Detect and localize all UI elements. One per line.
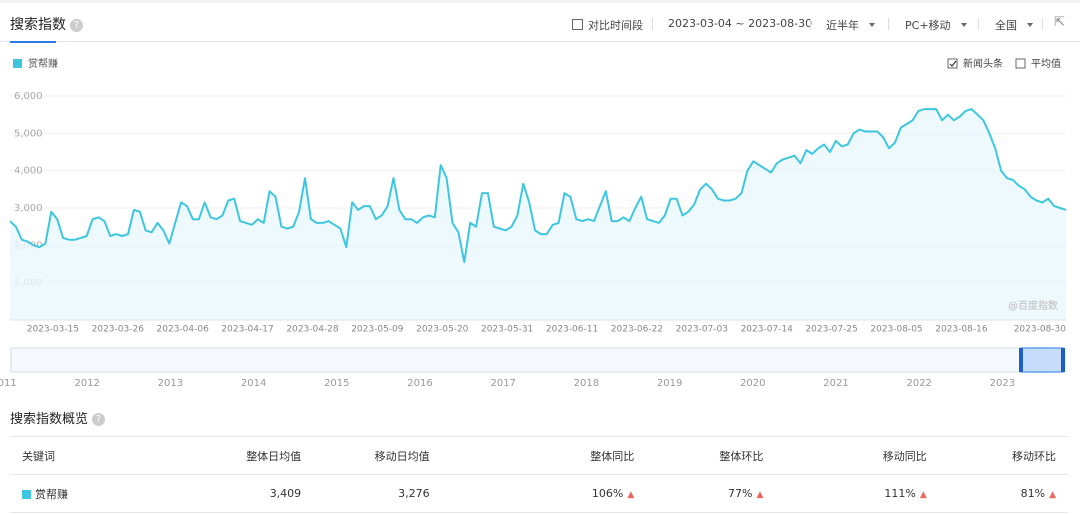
control-label: 新闻头条 (963, 57, 1003, 70)
year-label: 2020 (740, 378, 765, 389)
range-window[interactable] (1020, 347, 1064, 373)
cell-text: 111% (884, 487, 916, 500)
separator (810, 18, 811, 30)
header-title: 搜索指数? (10, 14, 83, 34)
header: 搜索指数? 对比时间段 2023-03-04 ~ 2023-08-30 近半年 … (0, 0, 1080, 43)
compare-label: 对比时间段 (588, 19, 643, 32)
column-header: 整体同比 (441, 436, 647, 475)
x-tick-label: 2023-08-30 (1014, 325, 1067, 335)
cell-text: 3,409 (269, 487, 302, 500)
y-tick-label: 6,000 (14, 91, 43, 102)
x-tick-label: 2023-05-31 (481, 325, 533, 335)
separator (888, 18, 889, 30)
year-label: 2023 (990, 378, 1015, 389)
year-label: 2016 (407, 378, 432, 389)
checkmark (949, 60, 957, 67)
y-tick-label: 4,000 (14, 166, 43, 177)
year-label: 2022 (906, 378, 931, 389)
separator (1042, 18, 1043, 30)
area (10, 109, 1066, 320)
x-tick-label: 2023-08-16 (935, 325, 988, 335)
x-tick-label: 2023-06-11 (546, 325, 598, 335)
column-header: 移动环比 (938, 436, 1068, 475)
x-tick-label: 2023-07-03 (676, 325, 728, 335)
trend-up: ▲ (1049, 490, 1056, 500)
table-row: 赏帮赚 3,409 3,276 106% ▲ 77% ▲ 111% ▲ 81% ▲ (10, 474, 1068, 513)
cell-text: 赏帮赚 (35, 487, 68, 501)
x-tick-label: 2023-04-28 (286, 325, 339, 335)
column-header: 移动同比 (775, 436, 939, 475)
year-label: 2014 (241, 378, 266, 389)
x-tick-label: 2023-06-22 (611, 325, 663, 335)
cell-text: 81% (1020, 487, 1046, 500)
compare-toggle[interactable]: 对比时间段 (572, 17, 643, 33)
cell-text: 106% (591, 487, 624, 500)
control-label: 平均值 (1031, 57, 1061, 70)
year-label: 2013 (158, 378, 183, 389)
legend-swatch (13, 59, 22, 68)
x-tick-label: 2023-03-26 (92, 325, 145, 335)
range-track (10, 347, 1066, 373)
column-header: 整体环比 (646, 436, 776, 475)
legend-swatch (22, 489, 31, 499)
year-label: 2015 (324, 378, 349, 389)
separator (978, 18, 979, 30)
overview-title: 搜索指数概览? (10, 408, 106, 427)
year-label: 2011 (0, 378, 17, 389)
cell-text: 3,276 (398, 487, 430, 500)
help-icon[interactable]: ? (92, 413, 106, 426)
year-label: 2021 (823, 378, 848, 389)
x-tick-label: 2023-07-14 (741, 325, 794, 335)
x-tick-label: 2023-05-20 (416, 325, 469, 335)
x-tick-label: 2023-03-15 (27, 325, 79, 335)
overview-title-text: 搜索指数概览 (10, 412, 89, 427)
cell-text: 77% (728, 487, 753, 500)
column-header: 移动日均值 (313, 436, 442, 475)
year-label: 2019 (657, 378, 682, 389)
line (9, 108, 1067, 264)
x-tick-label: 2023-07-25 (805, 325, 857, 335)
column-header: 关键词 (10, 436, 136, 475)
date-range[interactable]: 2023-03-04 ~ 2023-08-30 (668, 17, 813, 30)
table-header-row: 关键词 整体日均值 移动日均值 整体同比 整体环比 移动同比 移动环比 (10, 436, 1068, 475)
checkbox[interactable] (947, 58, 958, 69)
year-label: 2012 (74, 378, 99, 389)
checkbox[interactable] (1015, 58, 1026, 69)
title-text: 搜索指数 (10, 17, 66, 33)
table-cell: 3,409 (135, 474, 314, 513)
table-cell: 106% ▲ (441, 474, 647, 513)
x-tick-label: 2023-04-06 (157, 325, 210, 335)
table-cell: 赏帮赚 (10, 474, 136, 513)
y-tick-label: 5,000 (14, 128, 43, 139)
period-select[interactable]: 近半年 (826, 17, 875, 33)
range-handle (1061, 348, 1065, 372)
year-label: 2017 (490, 378, 515, 389)
watermark: @百度指数 (1008, 299, 1058, 312)
trend-up: ▲ (627, 490, 635, 500)
chart: 赏帮赚新闻头条平均值1,0002,0003,0004,0005,0006,000… (0, 57, 1067, 389)
x-tick-label: 2023-08-05 (870, 325, 922, 335)
column-header: 整体日均值 (135, 436, 314, 475)
separator (652, 18, 653, 30)
x-tick-label: 2023-05-09 (351, 325, 404, 335)
trend-up: ▲ (756, 490, 764, 500)
help-icon[interactable]: ? (70, 19, 83, 32)
overview-table: 关键词 整体日均值 移动日均值 整体同比 整体环比 移动同比 移动环比赏帮赚 3,409 3,2… (10, 436, 1068, 513)
x-tick-label: 2023-04-17 (221, 325, 273, 335)
legend-label: 赏帮赚 (28, 57, 58, 70)
tab-underline (10, 41, 56, 43)
y-tick-label: 3,000 (14, 203, 43, 214)
region-select[interactable]: 全国 (995, 17, 1033, 33)
year-label: 2018 (574, 378, 599, 389)
table-cell: 77% ▲ (646, 474, 776, 513)
table-cell: 81% ▲ (938, 474, 1068, 513)
export-icon[interactable]: ⇱ (1054, 15, 1065, 30)
device-select[interactable]: PC+移动 (905, 17, 967, 33)
range-handle (1019, 348, 1023, 372)
table-cell: 3,276 (313, 474, 442, 513)
table-cell: 111% ▲ (775, 474, 939, 513)
trend-up: ▲ (919, 490, 927, 500)
